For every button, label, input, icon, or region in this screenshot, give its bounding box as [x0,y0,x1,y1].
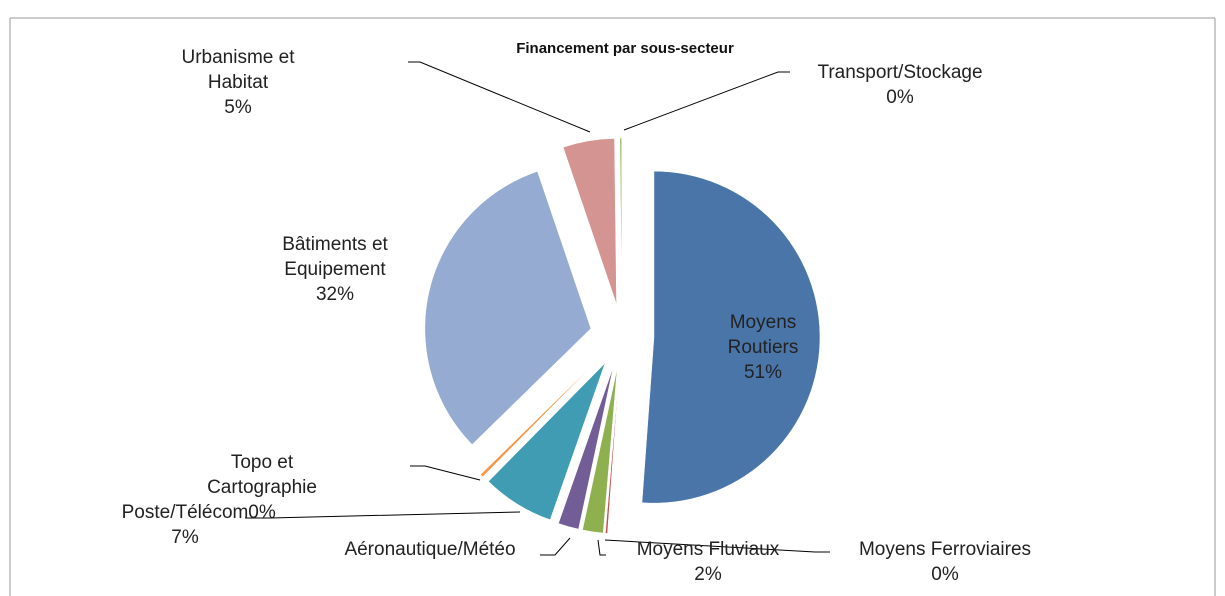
slice-value: 0% [886,87,914,108]
slice-value: 32% [315,284,355,305]
slice-name: Poste/Télécom [121,502,249,523]
slice-value: 2% [694,564,722,585]
slice-label: Moyens Routiers 51% [708,310,818,385]
slice-value: 5% [224,97,252,118]
pie-slice [488,362,606,521]
slice-name: Urbanisme et Habitat [181,47,295,93]
slice-name: Transport/Stockage [817,62,983,83]
slice-label: Aéronautique/Météo [300,537,560,562]
slice-value: 51% [743,362,783,383]
slice-value: 0% [931,564,959,585]
slice-label: Bâtiments et Equipement 32% [255,232,415,307]
slice-label: Moyens Fluviaux 2% [608,537,808,587]
pie-slice [605,367,620,534]
chart-title: Financement par sous-secteur [516,40,734,57]
slice-label: Poste/Télécom 7% [100,500,270,550]
slice-label: Topo et Cartographie 0% [197,450,327,525]
slice-name: Moyens Routiers [727,312,799,358]
slice-name: Bâtiments et Equipement [282,234,388,280]
pie-slice [619,137,623,305]
pie-slice [582,367,618,534]
leader-line [408,61,591,133]
leader-line [245,511,521,519]
slice-name: Moyens Ferroviaires [858,539,1032,560]
slice-label: Urbanisme et Habitat 5% [163,45,313,120]
leader-line [410,465,481,481]
slice-value: 0% [248,502,276,523]
leader-line [604,539,830,553]
pie-slice [562,138,617,305]
leader-line [540,537,571,556]
slice-label: Transport/Stockage 0% [780,60,1020,110]
pie-slice [424,171,592,445]
pie-slice [558,366,614,530]
leader-line [597,539,606,556]
slice-name: Topo et Cartographie [207,452,317,498]
leader-line [623,71,790,131]
slice-label: Moyens Ferroviaires 0% [835,537,1055,587]
slice-name: Moyens Fluviaux [636,539,780,560]
pie-slice [641,170,821,504]
pie-slice [480,358,600,478]
slice-value: 7% [171,527,199,548]
slice-name: Aéronautique/Météo [344,539,516,560]
